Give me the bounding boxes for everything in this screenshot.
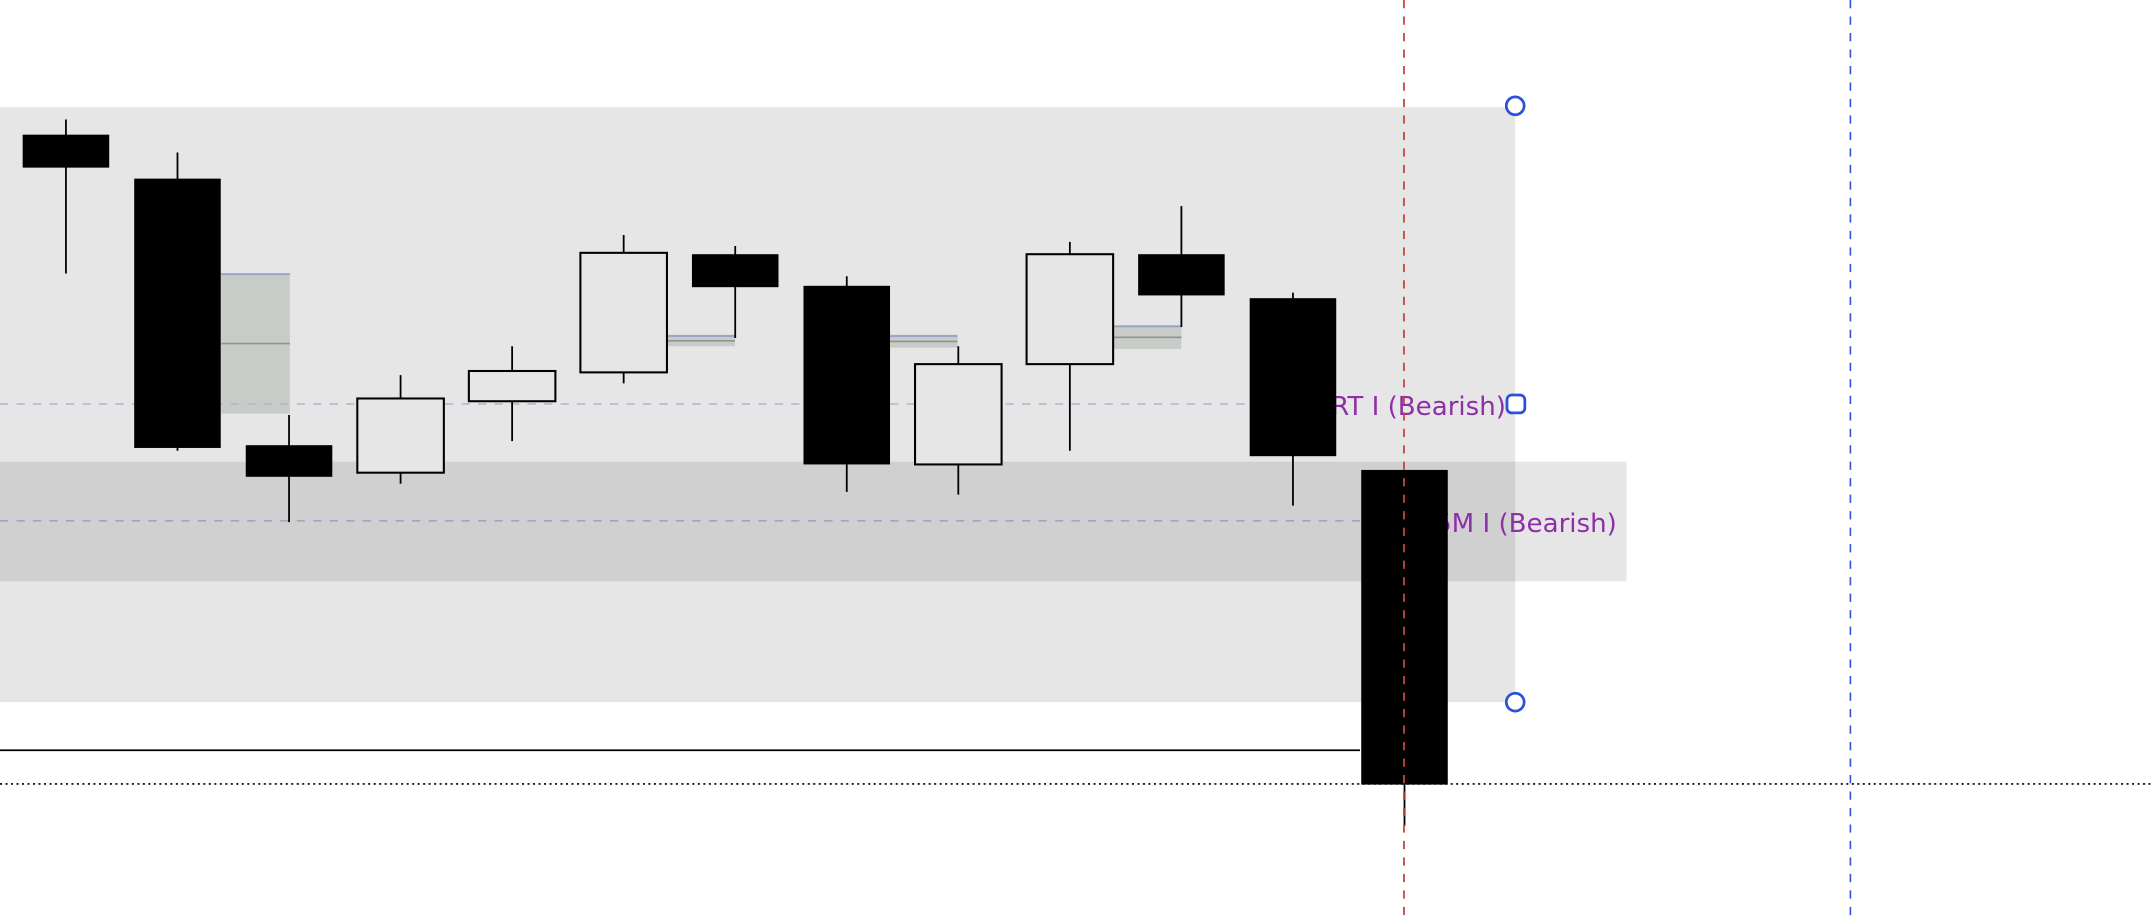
candle[interactable] [1025, 241, 1115, 451]
candle-body-bearish [1249, 298, 1337, 457]
candle[interactable] [914, 346, 1003, 495]
candle[interactable] [1138, 206, 1225, 328]
candle-body-bearish [691, 254, 779, 288]
candle-body-bullish [356, 397, 445, 474]
handle-mid-icon[interactable] [1505, 393, 1527, 415]
candle-body-bearish [245, 445, 333, 477]
candle[interactable] [803, 276, 891, 492]
candle-body-bearish [134, 178, 221, 448]
candle[interactable] [1249, 292, 1337, 506]
candle[interactable] [691, 245, 779, 339]
handle-top-icon[interactable] [1504, 95, 1526, 117]
candle-body-bullish [467, 369, 557, 403]
zone-label-15m: 15M I (Bearish) [1418, 509, 1616, 539]
candle[interactable] [356, 375, 445, 484]
candle-body-bearish [803, 285, 891, 465]
candle-body-bullish [579, 251, 668, 374]
candle[interactable] [134, 152, 221, 451]
candle[interactable] [467, 346, 557, 442]
candle-body-bearish [22, 134, 110, 168]
candle-body-bullish [914, 363, 1003, 466]
candle-body-bullish [1025, 253, 1115, 366]
band-zone-ext [1515, 461, 1627, 582]
handle-bottom-icon[interactable] [1504, 691, 1526, 713]
candle[interactable] [22, 119, 110, 274]
candle[interactable] [245, 414, 333, 523]
candle[interactable] [579, 234, 668, 384]
candle-body-bearish [1138, 254, 1225, 296]
